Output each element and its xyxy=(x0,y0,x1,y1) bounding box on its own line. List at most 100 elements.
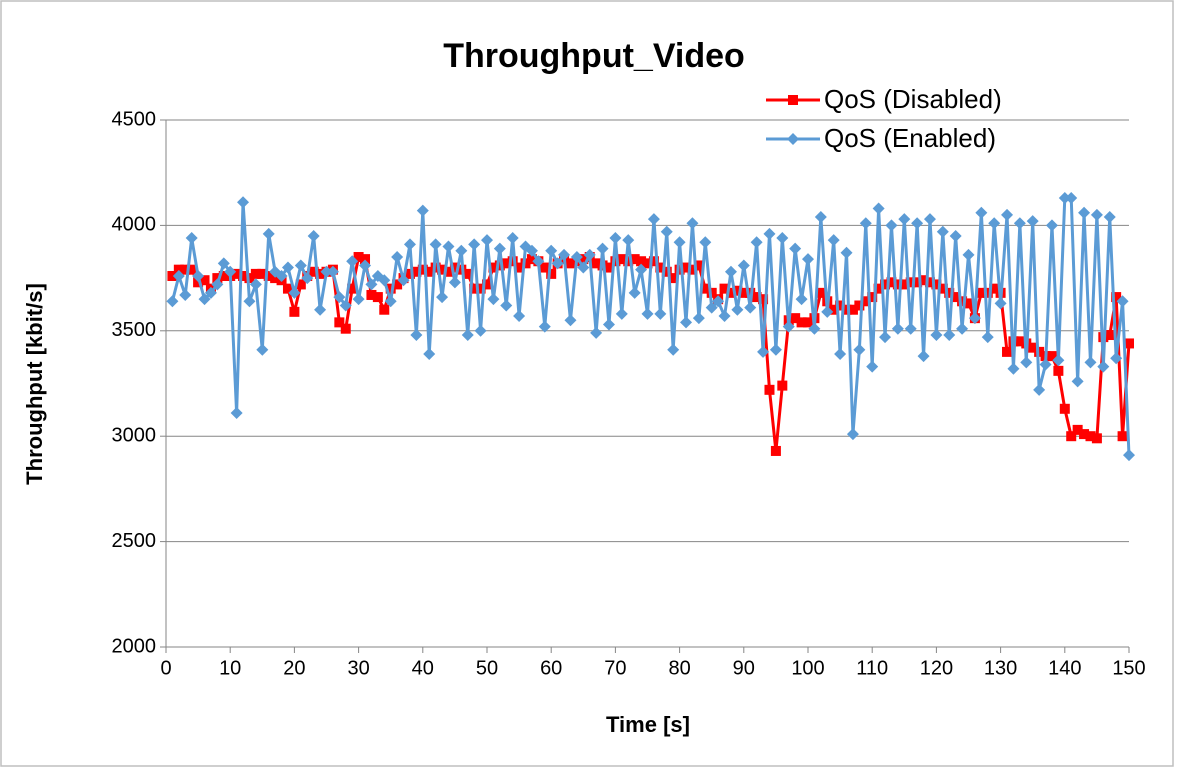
point xyxy=(1007,362,1020,375)
point xyxy=(230,407,243,420)
y-axis-title: Throughput [kbit/s] xyxy=(22,283,47,485)
point xyxy=(416,204,429,217)
point xyxy=(564,314,577,327)
point xyxy=(1002,346,1013,357)
point xyxy=(700,283,711,294)
point xyxy=(719,283,730,294)
point xyxy=(340,323,351,334)
point xyxy=(359,259,372,272)
point xyxy=(737,259,750,272)
point xyxy=(629,254,640,265)
y-tick-label: 2500 xyxy=(112,530,157,552)
point xyxy=(724,265,737,278)
point xyxy=(404,268,415,279)
point xyxy=(482,279,492,290)
point xyxy=(867,292,878,303)
point xyxy=(859,217,872,230)
point xyxy=(1072,424,1083,435)
point xyxy=(263,270,274,281)
point xyxy=(449,262,460,273)
x-tick-label: 50 xyxy=(476,657,498,679)
point xyxy=(1103,210,1116,223)
point xyxy=(732,285,743,296)
point xyxy=(525,244,538,257)
point xyxy=(763,227,776,240)
x-tick-label: 70 xyxy=(604,657,626,679)
point xyxy=(976,287,987,298)
point xyxy=(294,259,307,272)
point xyxy=(506,232,519,245)
point xyxy=(443,266,454,277)
point xyxy=(623,256,634,267)
point xyxy=(898,213,911,226)
x-tick-label: 90 xyxy=(733,657,755,679)
point xyxy=(827,234,840,247)
point xyxy=(699,236,712,249)
point xyxy=(289,306,300,317)
point xyxy=(474,324,487,337)
point xyxy=(270,273,281,284)
point xyxy=(923,213,936,226)
point xyxy=(423,347,436,360)
point xyxy=(391,251,404,264)
point xyxy=(712,295,725,308)
point xyxy=(918,275,929,286)
point xyxy=(538,320,551,333)
point xyxy=(591,258,602,269)
point xyxy=(957,296,968,307)
point xyxy=(224,265,237,278)
point xyxy=(493,242,506,255)
point xyxy=(583,248,596,261)
point xyxy=(725,287,736,298)
point xyxy=(1066,431,1077,442)
point xyxy=(179,288,192,301)
point xyxy=(217,257,230,270)
point xyxy=(403,238,416,251)
point xyxy=(288,286,301,299)
point xyxy=(930,329,943,342)
point xyxy=(384,295,397,308)
point xyxy=(912,277,923,288)
point xyxy=(295,279,306,290)
y-tick-label: 4500 xyxy=(112,108,157,130)
point xyxy=(378,274,391,287)
point xyxy=(744,301,757,314)
x-tick-label: 110 xyxy=(856,657,888,679)
point xyxy=(654,307,667,320)
point xyxy=(365,278,378,291)
point xyxy=(673,236,686,249)
point xyxy=(731,303,744,316)
point xyxy=(339,299,352,312)
point xyxy=(899,279,910,290)
x-tick-label: 0 xyxy=(160,657,171,679)
y-tick-label: 3500 xyxy=(112,319,157,341)
point xyxy=(924,277,935,288)
point xyxy=(795,293,808,306)
point xyxy=(668,273,679,284)
point xyxy=(590,326,603,339)
point xyxy=(1078,206,1091,219)
point xyxy=(661,266,672,277)
point xyxy=(693,260,704,271)
point xyxy=(647,213,660,226)
point xyxy=(738,287,749,298)
x-tick-label: 140 xyxy=(1048,657,1081,679)
point xyxy=(911,217,924,230)
point xyxy=(442,240,455,253)
point xyxy=(776,232,789,245)
point xyxy=(1085,431,1096,442)
point xyxy=(1045,219,1058,232)
point xyxy=(212,273,223,284)
point xyxy=(796,317,807,328)
chart-title: Throughput_Video xyxy=(443,37,745,75)
point xyxy=(211,278,224,291)
point xyxy=(514,262,525,273)
x-tick-label: 10 xyxy=(219,657,241,679)
point xyxy=(282,283,293,294)
point xyxy=(468,238,481,251)
point xyxy=(1052,354,1065,367)
point xyxy=(546,268,557,279)
point xyxy=(1124,338,1134,349)
point xyxy=(1065,191,1078,204)
point xyxy=(944,287,955,298)
